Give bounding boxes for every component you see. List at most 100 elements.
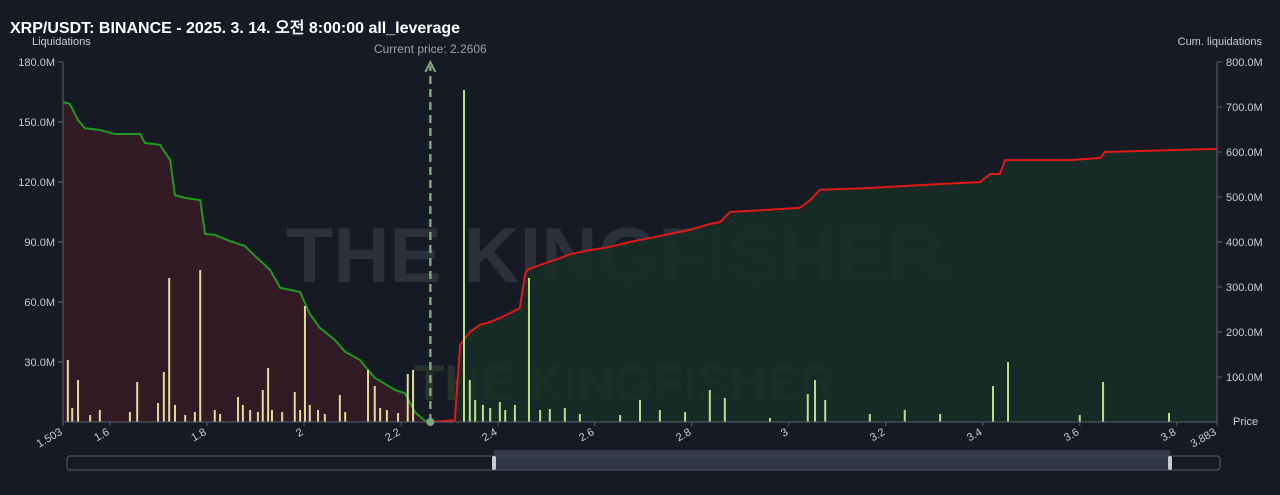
chart-title: XRP/USDT: BINANCE - 2025. 3. 14. 오전 8:00… — [10, 19, 460, 37]
y2-tick-label: 600.0M — [1226, 147, 1263, 159]
bar — [578, 414, 581, 422]
bar — [270, 410, 273, 422]
bar — [814, 380, 817, 422]
bar — [89, 415, 92, 422]
bar — [344, 412, 347, 422]
bar — [619, 415, 622, 422]
bar — [323, 414, 326, 422]
scrollbar-thumb[interactable] — [494, 450, 1170, 470]
y2-tick-label: 200.0M — [1226, 327, 1263, 339]
bar — [136, 382, 139, 422]
bar — [162, 372, 165, 422]
bar — [174, 405, 177, 422]
bar — [563, 408, 566, 422]
y2-tick-label: 400.0M — [1226, 237, 1263, 249]
bar — [513, 405, 516, 422]
bar — [267, 368, 270, 422]
bar — [658, 410, 661, 422]
bar — [397, 413, 400, 422]
y2-tick-label: 700.0M — [1226, 102, 1263, 114]
bar — [1102, 382, 1105, 422]
bar — [489, 408, 492, 422]
bar — [412, 370, 415, 422]
y-axis-label: Liquidations — [32, 36, 91, 48]
bar — [168, 278, 171, 422]
y2-tick-label: 500.0M — [1226, 192, 1263, 204]
bar — [481, 405, 484, 422]
bar — [539, 410, 542, 422]
bar — [213, 410, 216, 422]
bar — [77, 380, 80, 422]
bar — [193, 412, 196, 422]
y2-tick-label: 100.0M — [1226, 372, 1263, 384]
bar — [1167, 413, 1170, 422]
y2-tick-label: 300.0M — [1226, 282, 1263, 294]
current-price-label: Current price: 2.2606 — [374, 42, 487, 56]
bar — [249, 410, 252, 422]
bar — [241, 405, 244, 422]
bar — [385, 410, 388, 422]
scrollbar-handle[interactable] — [1168, 456, 1172, 470]
bar — [468, 380, 471, 422]
bar — [373, 386, 376, 422]
y2-tick-label: 800.0M — [1226, 57, 1263, 69]
bar — [1078, 415, 1081, 422]
bar — [66, 360, 69, 422]
bar — [317, 410, 320, 422]
cum-line — [429, 147, 1218, 423]
bar — [498, 402, 501, 422]
plot-layer — [62, 90, 1218, 423]
bar — [256, 412, 259, 422]
bar — [806, 394, 809, 422]
x-tick-label: 2 — [294, 426, 305, 439]
bar — [548, 409, 551, 422]
bar — [281, 412, 284, 422]
y-tick-label: 60.0M — [24, 297, 55, 309]
bar — [1007, 362, 1010, 422]
area-fill — [63, 102, 431, 423]
bar — [708, 390, 711, 422]
current-price-dot — [426, 418, 435, 426]
bar — [868, 414, 871, 422]
bar — [128, 412, 131, 422]
bar — [261, 390, 264, 422]
bar — [219, 414, 222, 422]
bar — [293, 392, 296, 422]
bar — [299, 410, 302, 422]
bar — [527, 278, 530, 422]
bar — [199, 270, 202, 422]
bar — [157, 403, 160, 422]
bar — [939, 414, 942, 422]
bar — [237, 397, 240, 422]
bar — [184, 415, 187, 422]
bar — [308, 405, 311, 422]
cum-line — [62, 101, 431, 423]
bar — [366, 370, 369, 422]
bar — [723, 398, 726, 422]
y2-axis-label: Cum. liquidations — [1178, 36, 1263, 48]
bar — [903, 410, 906, 422]
bar — [474, 400, 477, 422]
y-tick-label: 120.0M — [18, 177, 55, 189]
bar — [303, 306, 306, 422]
bar — [504, 410, 507, 422]
y-tick-label: 180.0M — [18, 57, 55, 69]
area-fill — [430, 148, 1218, 422]
bar — [684, 412, 687, 422]
bar — [406, 374, 409, 422]
bar — [71, 408, 74, 422]
bar — [462, 90, 465, 422]
y-tick-label: 150.0M — [18, 117, 55, 129]
bar — [98, 410, 101, 422]
bar — [338, 395, 341, 422]
bar — [768, 418, 771, 422]
current-price-arrow — [424, 59, 437, 73]
y-tick-label: 30.0M — [24, 357, 55, 369]
x-tick-label: 3 — [779, 426, 790, 439]
y-tick-label: 90.0M — [24, 237, 55, 249]
bar — [824, 400, 827, 422]
scrollbar-handle[interactable] — [492, 456, 496, 470]
bar — [991, 386, 994, 422]
